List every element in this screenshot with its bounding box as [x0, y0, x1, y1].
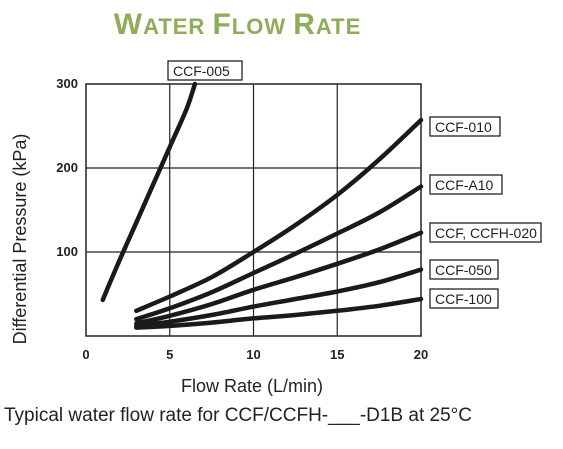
x-axis-label: Flow Rate (L/min)	[181, 376, 323, 396]
series-label-ccf-100: CCF-100	[429, 288, 499, 309]
title-initial-f: F	[212, 8, 232, 41]
series-label-text: CCF-010	[435, 119, 492, 135]
series-line-ccf-010	[134, 117, 424, 314]
series-label-box	[429, 259, 499, 280]
series-line-ccf-050	[134, 267, 424, 329]
series-label-text: CCF-050	[435, 262, 492, 278]
x-tick-label: 20	[414, 347, 428, 362]
series-label-ccf-a10: CCF-A10	[429, 174, 503, 195]
y-tick-label: 100	[56, 244, 78, 259]
series-label-ccf-010: CCF-010	[429, 116, 501, 137]
title-initial-w: W	[113, 8, 144, 41]
title-part-low: LOW	[231, 14, 294, 39]
series-line-ccf-ccfh-020	[134, 230, 424, 326]
x-tick-label: 0	[82, 347, 89, 362]
curves	[100, 81, 424, 330]
title-part-ate: ATE	[315, 14, 362, 39]
series-labels: CCF-005 CCF-010 CCF-A10 CCF, CCFH-020 CCF-05…	[167, 60, 542, 309]
y-tick-label: 300	[56, 76, 78, 91]
x-tick-label: 5	[166, 347, 173, 362]
series-label-text: CCF-A10	[435, 177, 494, 193]
series-line-ccf-005	[100, 81, 198, 303]
series-line-ccf-100	[134, 296, 424, 330]
grid	[85, 83, 422, 337]
series-label-box	[429, 116, 501, 137]
series-line-ccf-a10	[134, 184, 424, 322]
chart-title: WATER FLOW RATE	[0, 8, 475, 42]
series-label-box	[429, 174, 503, 195]
series-label-box	[429, 288, 499, 309]
series-label-ccf-050: CCF-050	[429, 259, 499, 280]
x-tick-label: 10	[246, 347, 260, 362]
y-axis-label: Differential Pressure (kPa)	[10, 134, 30, 345]
series-label-ccf-ccfh-020: CCF, CCFH-020	[429, 222, 542, 243]
y-tick-label: 200	[56, 160, 78, 175]
title-part-ater: ATER	[143, 14, 213, 39]
series-label-text: CCF, CCFH-020	[435, 225, 537, 241]
tick-labels: 0 5 10 15 20 100 200 300	[56, 76, 428, 362]
title-initial-r: R	[293, 8, 316, 41]
series-label-box	[167, 60, 243, 81]
figure-caption: Typical water flow rate for CCF/CCFH-___…	[4, 405, 472, 426]
x-tick-label: 15	[330, 347, 344, 362]
series-label-ccf-005: CCF-005	[167, 60, 243, 81]
series-label-text: CCF-100	[435, 291, 492, 307]
series-label-text: CCF-005	[173, 63, 230, 79]
series-label-box	[429, 222, 542, 243]
